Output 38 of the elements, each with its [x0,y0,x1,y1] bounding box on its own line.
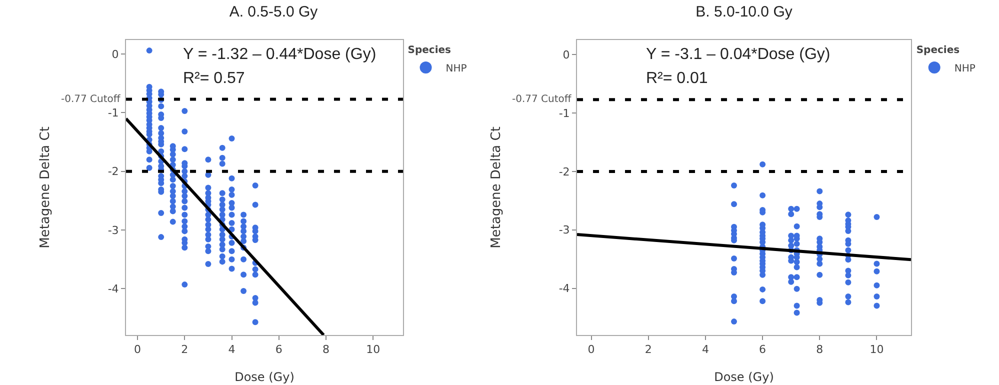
legend-title: Species [916,45,960,56]
x-tick-label: 6 [759,343,766,356]
y-tick-label: 0 [562,48,570,62]
chart-title: A. 0.5-5.0 Gy [229,3,318,20]
y-tick-label: -1 [108,106,119,120]
y-tick-label: -2 [108,165,119,178]
x-tick-label: 8 [322,343,330,356]
x-tick-label: 4 [702,343,709,356]
y-axis-title: Metagene Delta Ct [38,126,53,248]
annotation: Y = -1.32 – 0.44*Dose (Gy) [183,46,376,63]
legend-label: NHP [446,63,467,74]
x-tick-label: 0 [588,343,595,356]
x-axis-title: Dose (Gy) [714,370,774,384]
x-tick-label: 10 [366,343,380,356]
annotation: Y = -3.1 – 0.04*Dose (Gy) [646,46,830,63]
x-tick-label: 10 [870,343,884,356]
legend-label: NHP [954,63,976,74]
x-tick-label: 4 [228,343,236,356]
annotation: R²= 0.57 [183,70,245,87]
ref-line-label: -0.77 Cutoff [512,94,572,105]
y-axis-title: Metagene Delta Ct [488,126,504,248]
y-tick-label: -4 [108,282,119,296]
x-tick-label: 6 [275,343,282,356]
legend-title: Species [408,45,452,56]
x-tick-label: 8 [816,343,824,356]
y-tick-label: -3 [108,224,119,237]
x-tick-label: 0 [134,343,142,356]
y-tick-label: -3 [558,224,570,237]
y-tick-label: -2 [558,165,570,178]
y-tick-label: -1 [558,106,570,120]
x-axis-title: Dose (Gy) [234,370,294,384]
annotation: R²= 0.01 [646,70,708,87]
y-tick-label: 0 [112,48,119,61]
chart-title: B. 5.0-10.0 Gy [696,3,793,20]
ref-line-label: -0.77 Cutoff [61,94,122,105]
y-tick-label: -4 [558,282,570,296]
x-tick-label: 2 [181,343,188,356]
x-tick-label: 2 [644,343,652,356]
